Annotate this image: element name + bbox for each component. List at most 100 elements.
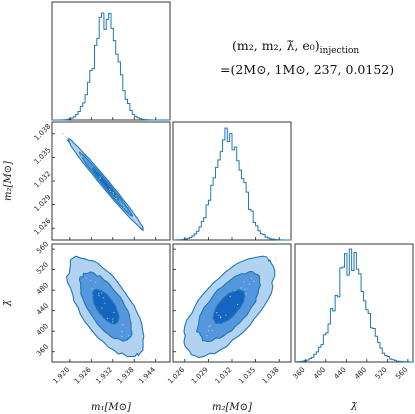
- contour-m1-m2: [51, 121, 171, 241]
- histogram-line: [294, 248, 414, 363]
- ylabel-lambda: λ̃: [3, 300, 14, 307]
- sample-point: [133, 349, 135, 352]
- sample-point: [128, 334, 130, 336]
- sample-point: [229, 295, 231, 297]
- sample-point: [209, 324, 212, 327]
- sample-point: [73, 261, 75, 263]
- injection-line2: =(2M⊙, 1M⊙, 237, 0.0152): [220, 62, 394, 77]
- sample-point: [211, 329, 213, 332]
- x-tick-label: 1.035: [237, 366, 257, 386]
- y-tick-label: 560: [35, 240, 50, 255]
- sample-point: [263, 257, 265, 259]
- sample-point: [244, 288, 246, 290]
- sample-point: [122, 324, 124, 326]
- x-tick-label: 1.932: [94, 366, 114, 386]
- sample-point: [103, 297, 105, 299]
- sample-point: [79, 153, 81, 155]
- y-tick-label: 400: [35, 322, 50, 337]
- sample-point: [61, 132, 64, 134]
- sample-point: [141, 356, 143, 358]
- sample-point: [116, 197, 118, 199]
- sample-point: [131, 348, 133, 350]
- sample-point: [80, 155, 83, 157]
- sample-point: [216, 312, 218, 314]
- sample-point: [250, 277, 253, 279]
- sample-point: [266, 270, 268, 272]
- y-tick-label: 520: [35, 261, 50, 276]
- contour-level-3: [91, 167, 120, 201]
- sample-point: [112, 321, 114, 323]
- sample-point: [104, 302, 106, 304]
- sample-point: [218, 314, 220, 316]
- sample-point: [110, 190, 112, 192]
- sample-point: [186, 361, 188, 362]
- sample-point: [129, 213, 131, 215]
- sample-point: [99, 177, 101, 180]
- sample-point: [208, 325, 210, 328]
- y-tick-label: 1.029: [33, 193, 53, 213]
- x-tick-label: 360: [292, 366, 307, 381]
- injection-line1: (m₂, m₂, λ̃, e₀)injection: [232, 38, 359, 56]
- sample-point: [267, 268, 269, 270]
- ylabel-m2: m₂[M⊙]: [3, 161, 14, 201]
- sample-point: [127, 347, 130, 350]
- sample-point: [121, 335, 123, 338]
- sample-point: [112, 318, 114, 320]
- sample-point: [85, 277, 87, 279]
- y-tick-label: 1.026: [33, 216, 53, 236]
- x-tick-label: 520: [374, 366, 389, 381]
- sample-point: [98, 292, 100, 294]
- y-tick-label: 1.032: [33, 170, 53, 190]
- xlabel-m1: m₁[M⊙]: [91, 402, 131, 413]
- sample-point: [145, 358, 148, 360]
- sample-point: [112, 193, 114, 195]
- sample-point: [109, 188, 111, 190]
- contour-level-3: [92, 288, 120, 325]
- contour-level-3: [212, 289, 246, 325]
- sample-point: [98, 295, 100, 297]
- sample-point: [237, 303, 239, 306]
- sample-point: [101, 307, 103, 309]
- sample-point: [275, 257, 277, 259]
- sample-point: [225, 314, 227, 316]
- sample-point: [72, 263, 74, 265]
- sample-point: [72, 143, 74, 146]
- xlabel-lambda: λ̃: [350, 402, 357, 413]
- sample-point: [80, 154, 82, 156]
- x-tick-label: 440: [333, 366, 348, 381]
- y-tick-label: 440: [35, 302, 50, 317]
- sample-point: [123, 206, 125, 209]
- marginal-hist-lambda: [294, 243, 414, 363]
- y-tick-label: 1.035: [33, 146, 53, 166]
- sample-point: [113, 311, 115, 314]
- sample-point: [86, 271, 89, 273]
- sample-point: [253, 280, 255, 283]
- x-tick-label: 1.926: [73, 365, 93, 385]
- sample-point: [79, 262, 81, 264]
- sample-point: [65, 136, 67, 138]
- sample-point: [112, 191, 114, 194]
- sample-point: [77, 150, 79, 152]
- sample-point: [70, 140, 72, 142]
- sample-point: [81, 156, 83, 158]
- sample-point: [90, 279, 92, 281]
- sample-point: [207, 330, 209, 332]
- y-tick-label: 360: [35, 343, 50, 358]
- sample-point: [142, 227, 145, 229]
- panel-frame: [294, 243, 414, 363]
- sample-point: [198, 339, 200, 342]
- sample-point: [259, 264, 261, 266]
- sample-point: [94, 281, 97, 283]
- sample-point: [115, 195, 117, 197]
- sample-point: [77, 260, 79, 263]
- x-tick-label: 1.026: [166, 365, 186, 385]
- x-tick-label: 1.938: [116, 366, 136, 386]
- sample-point: [206, 334, 208, 337]
- sample-point: [133, 217, 135, 219]
- sample-point: [123, 204, 125, 206]
- panel-frame: [51, 1, 171, 121]
- sample-point: [219, 316, 222, 318]
- x-tick-label: 1.920: [51, 366, 71, 386]
- sample-point: [100, 292, 103, 294]
